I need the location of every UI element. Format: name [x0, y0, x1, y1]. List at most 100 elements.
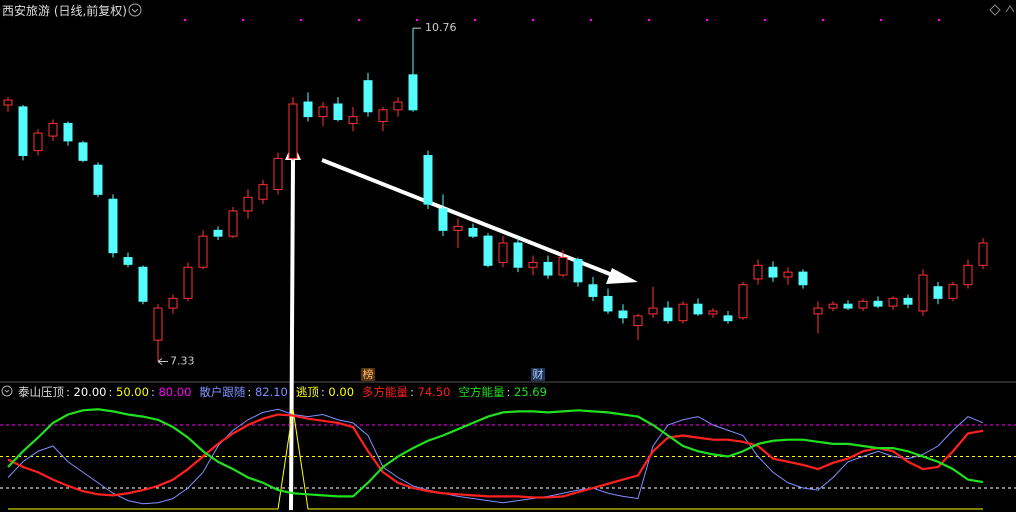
top-dot: [531, 18, 535, 22]
candle-body: [918, 274, 928, 312]
candle-body: [888, 297, 898, 307]
legend-name: 散户跟随: [199, 385, 246, 399]
candle-body: [393, 101, 403, 111]
candle-body: [153, 307, 163, 341]
candle-body: [258, 184, 268, 200]
candle-body: [678, 303, 688, 322]
candle-body: [288, 103, 298, 159]
candle-body: [873, 300, 883, 307]
candle-body: [603, 295, 613, 312]
top-dot: [937, 18, 941, 22]
legend-value: 74.50: [410, 385, 450, 399]
top-dot: [357, 18, 361, 22]
top-dot: [705, 18, 709, 22]
indicator-title: 泰山压顶: [18, 385, 64, 399]
high-label: 10.76: [425, 21, 457, 34]
candle-body: [933, 286, 943, 299]
trend-arrows: [285, 142, 638, 510]
candle-body: [273, 157, 283, 191]
candle-body: [753, 264, 763, 280]
candle-body: [168, 297, 178, 309]
indicator-line: [7, 408, 984, 505]
candle-body: [573, 258, 583, 283]
candle-body: [453, 225, 463, 231]
candle-body: [228, 210, 238, 237]
top-dot: [415, 18, 419, 22]
candle-body: [618, 310, 628, 319]
candle-body: [438, 208, 448, 231]
top-dot: [763, 18, 767, 22]
indicator-line: [8, 409, 983, 510]
candle-body: [303, 101, 313, 118]
candle-body: [543, 261, 553, 276]
level-label: 50.00: [108, 385, 148, 399]
chart-title: 西安旅游 (日线,前复权): [2, 4, 127, 18]
legend-value: 0.00: [321, 385, 354, 399]
menu-icon[interactable]: [128, 3, 142, 17]
top-dot: [183, 18, 187, 22]
low-label: 7.33: [170, 355, 195, 368]
candle-body: [468, 227, 478, 237]
candle-body: [63, 122, 73, 142]
candle-body: [93, 164, 103, 195]
candle-body: [798, 271, 808, 286]
top-dot: [821, 18, 825, 22]
candle-body: [723, 315, 733, 322]
candle-body: [498, 242, 508, 263]
indicator-line: [7, 413, 984, 499]
arrow-head: [606, 268, 638, 284]
candle-body: [483, 235, 493, 266]
candle-body: [843, 303, 853, 309]
candle-body: [123, 257, 133, 265]
candle-body: [3, 99, 13, 106]
legend-name: 逃顶: [295, 385, 319, 399]
candle-body: [948, 284, 958, 299]
indicator-icon[interactable]: [1, 385, 13, 397]
indicator-legend: 泰山压顶20.0050.0080.00 散户跟随82.10 逃顶0.00 多方能量74…: [18, 384, 549, 400]
candle-body: [858, 300, 868, 309]
candle-body: [768, 266, 778, 278]
top-dot: [647, 18, 651, 22]
candle-body: [48, 122, 58, 137]
candle-body: [708, 310, 718, 315]
candle-body: [783, 271, 793, 278]
candle-body: [633, 315, 643, 327]
candle-body: [183, 266, 193, 299]
legend-value: 82.10: [247, 385, 287, 399]
candle-body: [513, 242, 523, 268]
arrow-line: [321, 158, 621, 280]
marker-label: 榜: [363, 367, 374, 381]
indicator-chevron: [4, 389, 10, 393]
diamond-icon[interactable]: [989, 4, 1001, 16]
candle-body: [423, 154, 433, 205]
top-dot: [299, 18, 303, 22]
candle-body: [138, 266, 148, 302]
candle-body: [363, 80, 373, 113]
candle-body: [588, 284, 598, 297]
candle-body: [663, 307, 673, 322]
level-label: 80.00: [151, 385, 191, 399]
up-icon[interactable]: [1005, 5, 1015, 13]
marker-box: [531, 368, 545, 381]
marker-label: 财: [533, 367, 544, 381]
legend-name: 多方能量: [362, 385, 409, 399]
top-dot: [241, 18, 245, 22]
candle-body: [828, 303, 838, 309]
candle-body: [963, 264, 973, 286]
marker-box: [361, 368, 375, 381]
candle-body: [558, 257, 568, 276]
candle-body: [213, 229, 223, 237]
candle-body: [528, 261, 538, 268]
candle-body: [318, 106, 328, 118]
candle-body: [903, 297, 913, 305]
top-dot: [879, 18, 883, 22]
menu-chevron: [131, 8, 139, 13]
candle-body: [648, 307, 658, 315]
top-dot: [589, 18, 593, 22]
candle-body: [348, 116, 358, 124]
top-dot: [473, 18, 477, 22]
candle-body: [738, 284, 748, 319]
candle-body: [378, 109, 388, 122]
candle-body: [33, 132, 43, 152]
